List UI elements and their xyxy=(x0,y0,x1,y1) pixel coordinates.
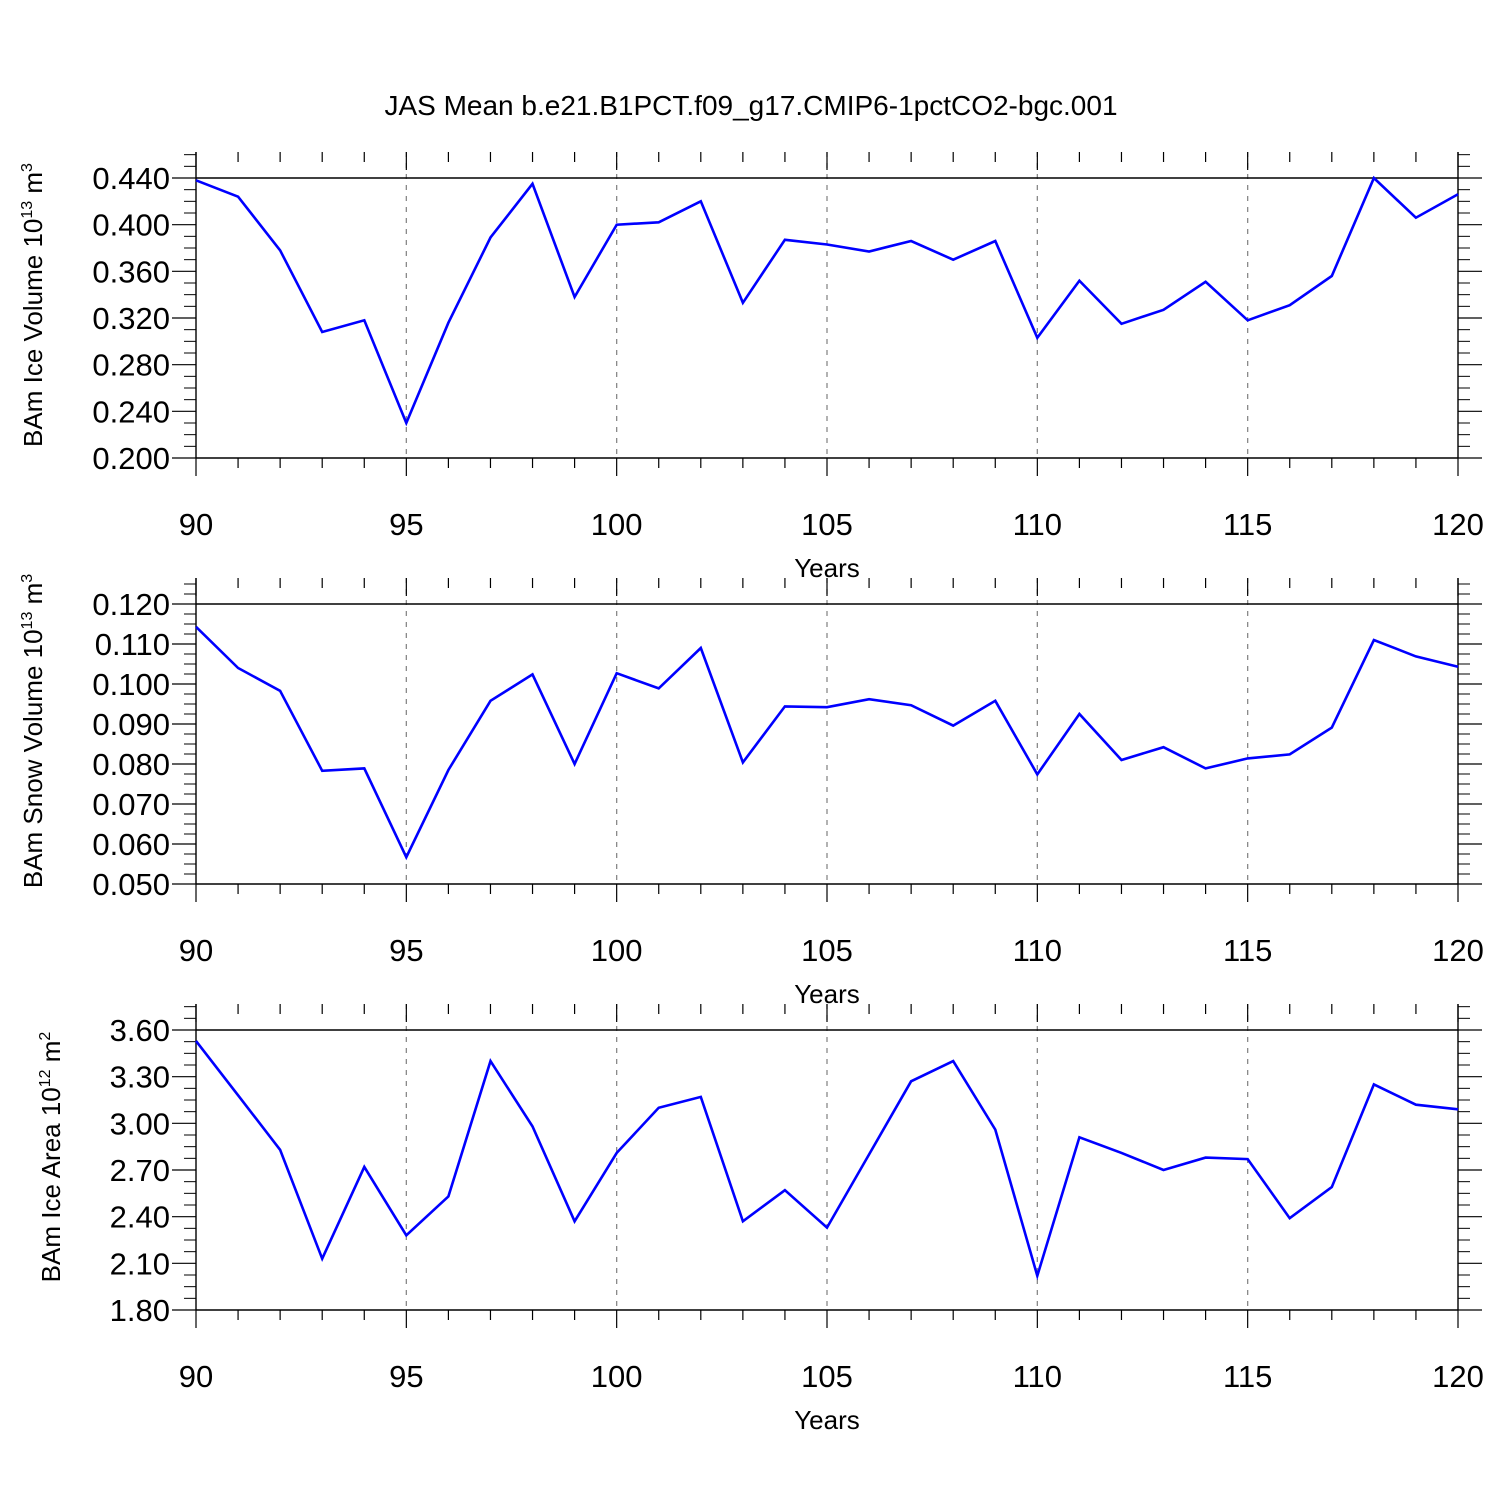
snow-volume-x-tick-label: 105 xyxy=(801,933,853,968)
snow-volume-x-tick-label: 100 xyxy=(591,933,643,968)
ice-volume-x-tick-label: 105 xyxy=(801,507,853,542)
ice-area-x-tick-label: 110 xyxy=(1013,1359,1062,1394)
ice-area-y-tick-label: 3.00 xyxy=(110,1106,170,1141)
ice-area-y-tick-label: 3.60 xyxy=(110,1013,170,1048)
snow-volume-x-tick-label: 120 xyxy=(1432,933,1484,968)
ice-volume-y-tick-label: 0.240 xyxy=(92,394,170,429)
ice-volume-y-tick-label: 0.360 xyxy=(92,254,170,289)
ice-volume-y-tick-label: 0.440 xyxy=(92,161,170,196)
snow-volume-y-tick-label: 0.090 xyxy=(92,707,170,742)
ice-area-x-tick-label: 100 xyxy=(591,1359,643,1394)
ice-area-y-tick-label: 2.40 xyxy=(110,1200,170,1235)
snow-volume-y-axis-label: BAm Snow Volume 1013 m3 xyxy=(18,574,48,888)
ice-volume-x-tick-label: 100 xyxy=(591,507,643,542)
ice-area-y-tick-label: 2.10 xyxy=(110,1246,170,1281)
ice-volume-x-tick-label: 90 xyxy=(179,507,213,542)
snow-volume-x-tick-label: 110 xyxy=(1013,933,1062,968)
ice-volume-x-tick-label: 115 xyxy=(1223,507,1272,542)
ice-area-x-tick-label: 95 xyxy=(389,1359,423,1394)
snow-volume-y-tick-label: 0.120 xyxy=(92,587,170,622)
ice-volume-y-axis-label: BAm Ice Volume 1013 m3 xyxy=(18,163,48,447)
snow-volume-y-tick-label: 0.060 xyxy=(92,827,170,862)
ice-area-y-tick-label: 3.30 xyxy=(110,1060,170,1095)
figure-title: JAS Mean b.e21.B1PCT.f09_g17.CMIP6-1pctC… xyxy=(384,90,1117,121)
ice-volume-x-tick-label: 95 xyxy=(389,507,423,542)
ice-area-y-axis-label: BAm Ice Area 1012 m2 xyxy=(36,1032,66,1283)
ice-area-x-tick-label: 120 xyxy=(1432,1359,1484,1394)
ice-area-x-axis-label: Years xyxy=(794,1405,860,1435)
ice-volume-y-tick-label: 0.320 xyxy=(92,301,170,336)
snow-volume-y-tick-label: 0.050 xyxy=(92,867,170,902)
ice-volume-panel: 0.200 0.240 0.280 0.320 0.360 0.400 0.440 90 95 1… xyxy=(18,152,1484,583)
snow-volume-y-tick-label: 0.100 xyxy=(92,667,170,702)
snow-volume-x-tick-label: 90 xyxy=(179,933,213,968)
ice-area-x-tick-label: 115 xyxy=(1223,1359,1272,1394)
ice-area-x-tick-label: 105 xyxy=(801,1359,853,1394)
snow-volume-y-tick-label: 0.070 xyxy=(92,787,170,822)
ice-volume-x-tick-label: 120 xyxy=(1432,507,1484,542)
snow-volume-x-tick-label: 115 xyxy=(1223,933,1272,968)
ice-area-y-tick-label: 2.70 xyxy=(110,1153,170,1188)
ice-area-panel: 1.80 2.10 2.40 2.70 3.00 3.30 3.60 90 95 100 105 11… xyxy=(36,1004,1484,1435)
snow-volume-y-tick-label: 0.110 xyxy=(95,627,170,662)
snow-volume-x-tick-label: 95 xyxy=(389,933,423,968)
ice-volume-x-tick-label: 110 xyxy=(1013,507,1062,542)
ice-volume-y-tick-label: 0.280 xyxy=(92,348,170,383)
ice-volume-y-tick-label: 0.200 xyxy=(92,441,170,476)
ice-area-x-tick-label: 90 xyxy=(179,1359,213,1394)
ice-area-y-tick-label: 1.80 xyxy=(110,1293,170,1328)
ice-volume-y-tick-label: 0.400 xyxy=(92,208,170,243)
snow-volume-y-tick-label: 0.080 xyxy=(92,747,170,782)
snow-volume-panel: 0.050 0.060 0.070 0.080 0.090 0.100 0.110 0.120… xyxy=(18,574,1484,1009)
